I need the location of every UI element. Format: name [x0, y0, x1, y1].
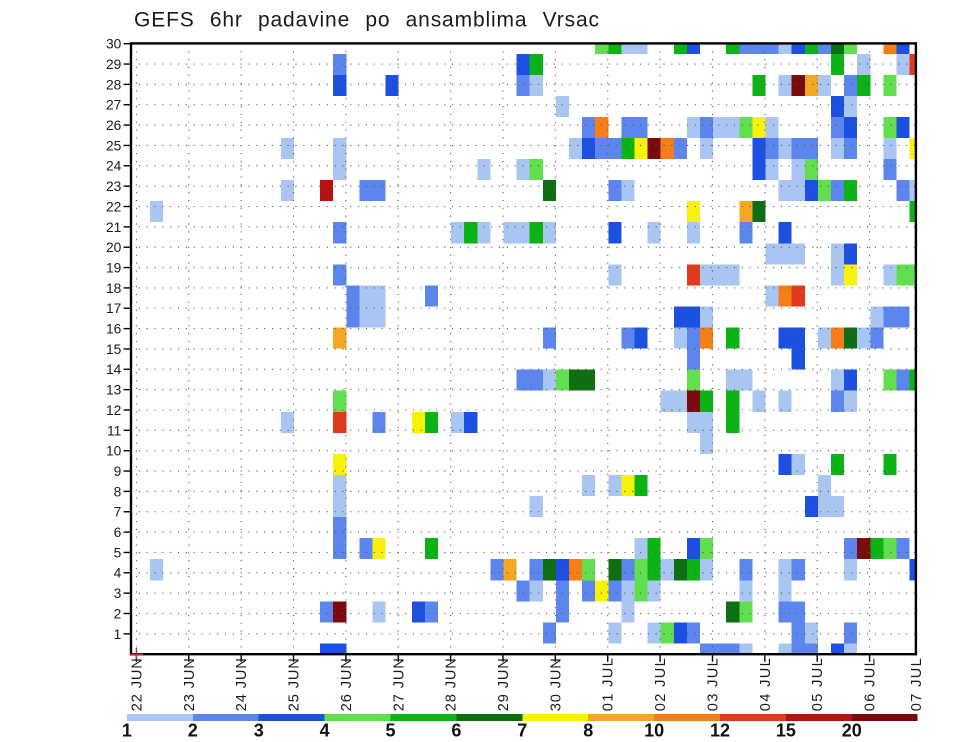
svg-text:17: 17	[106, 301, 121, 316]
svg-text:20: 20	[106, 240, 122, 255]
svg-text:12: 12	[106, 403, 121, 418]
svg-text:1: 1	[114, 627, 122, 642]
svg-text:13: 13	[106, 383, 122, 398]
svg-text:6: 6	[451, 720, 461, 740]
svg-text:28 JUN: 28 JUN	[444, 658, 460, 711]
svg-text:02 JUL: 02 JUL	[653, 658, 669, 711]
svg-text:4: 4	[114, 566, 122, 581]
svg-text:01 JUL: 01 JUL	[601, 658, 617, 711]
svg-text:28: 28	[106, 77, 122, 92]
svg-text:24: 24	[106, 159, 122, 174]
svg-text:5: 5	[114, 545, 122, 560]
svg-text:1: 1	[122, 720, 132, 740]
svg-text:8: 8	[114, 484, 122, 499]
svg-text:30: 30	[106, 37, 122, 52]
svg-text:07 JUL: 07 JUL	[909, 658, 925, 711]
svg-text:29: 29	[106, 57, 122, 72]
svg-text:22 JUN: 22 JUN	[129, 658, 145, 711]
svg-text:30 JUN: 30 JUN	[548, 658, 564, 711]
svg-text:3: 3	[254, 720, 264, 740]
svg-text:6: 6	[114, 525, 122, 540]
svg-text:10: 10	[644, 720, 664, 740]
svg-text:7: 7	[114, 505, 122, 520]
svg-text:8: 8	[583, 720, 593, 740]
svg-text:29 JUN: 29 JUN	[496, 658, 512, 711]
svg-text:06 JUL: 06 JUL	[863, 658, 879, 711]
svg-text:9: 9	[114, 464, 122, 479]
svg-text:25 JUN: 25 JUN	[287, 658, 303, 711]
svg-text:24 JUN: 24 JUN	[234, 658, 250, 711]
svg-text:26 JUN: 26 JUN	[339, 658, 355, 711]
svg-text:21: 21	[106, 220, 121, 235]
svg-text:3: 3	[114, 586, 122, 601]
svg-text:22: 22	[106, 199, 121, 214]
svg-text:04 JUL: 04 JUL	[758, 658, 774, 711]
svg-text:27: 27	[106, 98, 121, 113]
svg-text:27 JUN: 27 JUN	[391, 658, 407, 711]
svg-text:15: 15	[776, 720, 796, 740]
svg-text:10: 10	[106, 444, 122, 459]
svg-text:20: 20	[842, 720, 862, 740]
svg-text:14: 14	[106, 362, 122, 377]
svg-text:05 JUL: 05 JUL	[810, 658, 826, 711]
svg-text:23: 23	[106, 179, 122, 194]
svg-text:16: 16	[106, 322, 122, 337]
svg-text:GEFS 6hr padavine po ansamblim: GEFS 6hr padavine po ansamblima Vrsac	[134, 8, 599, 31]
svg-text:5: 5	[385, 720, 395, 740]
svg-text:11: 11	[107, 423, 121, 438]
svg-text:15: 15	[106, 342, 122, 357]
svg-text:26: 26	[106, 118, 122, 133]
svg-text:03 JUL: 03 JUL	[705, 658, 721, 711]
svg-text:2: 2	[114, 606, 122, 621]
svg-text:2: 2	[188, 720, 198, 740]
svg-text:19: 19	[106, 260, 122, 275]
svg-text:12: 12	[710, 720, 730, 740]
svg-text:7: 7	[517, 720, 527, 740]
svg-text:4: 4	[320, 720, 330, 740]
svg-text:25: 25	[106, 138, 122, 153]
svg-text:23 JUN: 23 JUN	[182, 658, 198, 711]
svg-text:18: 18	[106, 281, 122, 296]
